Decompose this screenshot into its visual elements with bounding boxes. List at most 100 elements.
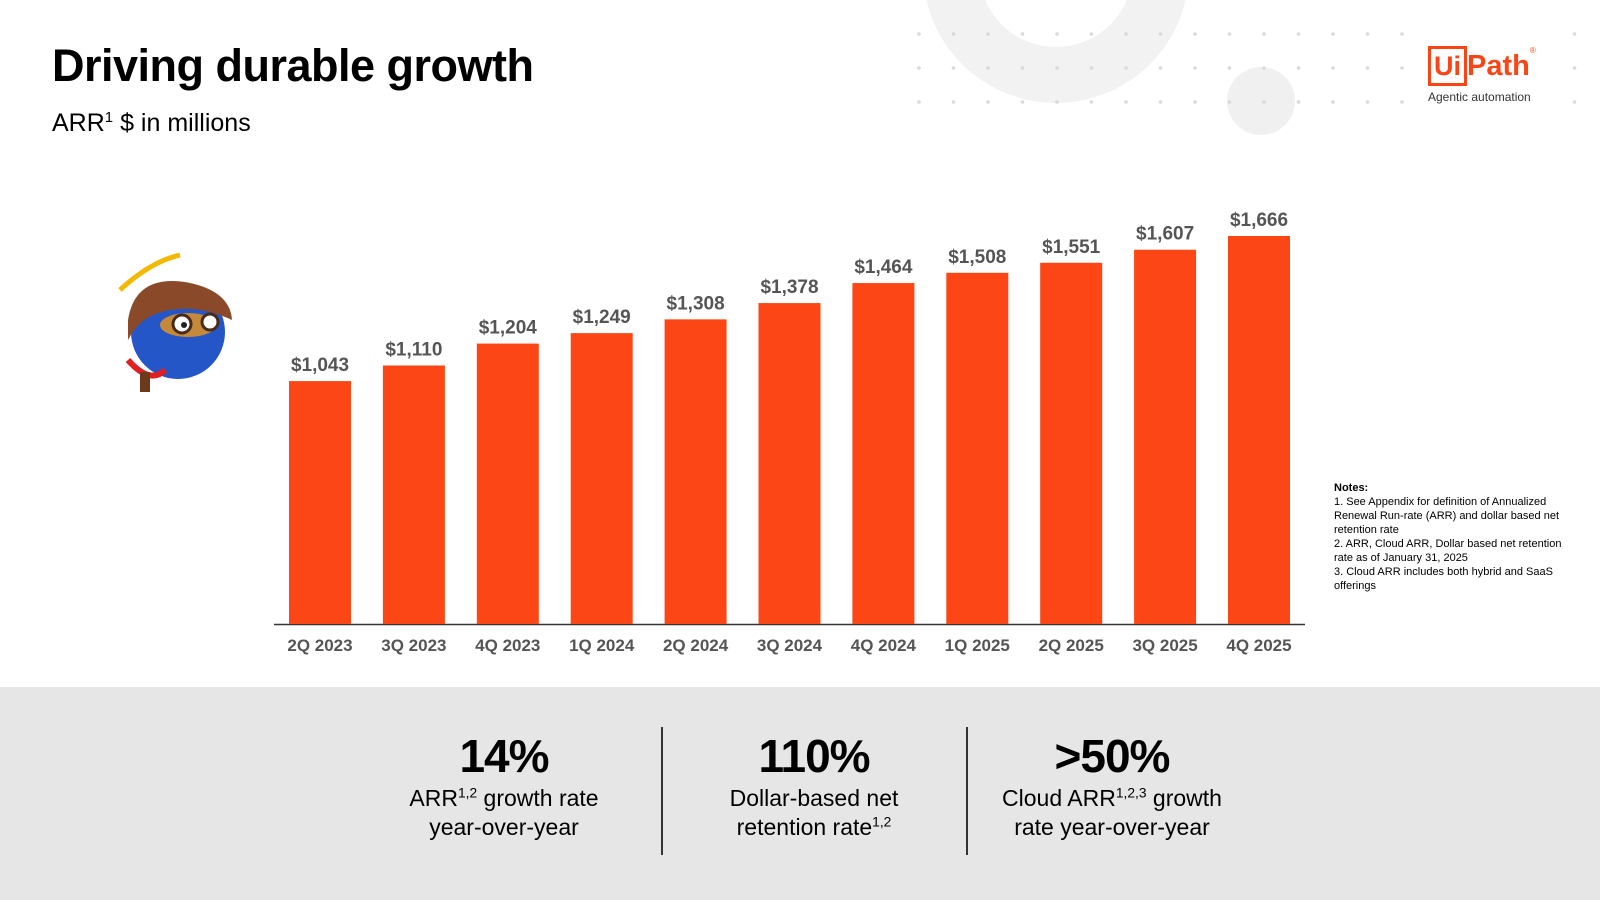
dot xyxy=(1227,66,1232,70)
dot xyxy=(1572,100,1577,104)
x-tick-label: 3Q 2025 xyxy=(1132,636,1197,655)
dot xyxy=(1020,66,1025,70)
dot xyxy=(1227,32,1232,36)
dot xyxy=(986,100,990,104)
stats-band xyxy=(0,687,1600,900)
chart: $1,043 2Q 2023 $1,110 3Q 2023 $1,204 4Q 2023 $… xyxy=(274,210,1305,655)
title: Driving durable growth xyxy=(52,40,534,91)
dot xyxy=(1055,66,1059,70)
bar xyxy=(758,303,821,624)
stat-label: ARR1,2 growth rate year-over-year xyxy=(387,784,622,842)
logo-mark: ® xyxy=(1529,46,1536,55)
logo: Ui Path® Agentic automation xyxy=(1428,46,1536,104)
dot xyxy=(917,100,921,104)
stat-label-text: Cloud ARR xyxy=(1002,785,1116,811)
dot xyxy=(1262,32,1266,36)
logo-box: Ui xyxy=(1428,46,1467,86)
dot xyxy=(1572,32,1577,36)
value-label: $1,607 xyxy=(1136,224,1194,245)
dot xyxy=(1158,100,1163,104)
dot xyxy=(986,32,990,36)
dot xyxy=(1124,66,1128,70)
dot xyxy=(986,66,990,70)
x-tick-label: 1Q 2024 xyxy=(569,636,635,655)
dot xyxy=(1193,100,1197,104)
logo-text: Path xyxy=(1467,50,1530,82)
dot xyxy=(1365,66,1370,70)
x-tick-label: 3Q 2024 xyxy=(757,636,823,655)
bar xyxy=(1040,262,1103,624)
note-item: 3. Cloud ARR includes both hybrid and Sa… xyxy=(1334,566,1553,592)
dot xyxy=(1089,100,1094,104)
value-label: $1,249 xyxy=(573,307,631,328)
dot xyxy=(951,100,956,104)
dot xyxy=(1400,100,1404,104)
dot xyxy=(951,66,956,70)
stat: >50% Cloud ARR1,2,3 growth rate year-over… xyxy=(982,728,1242,842)
note-item: 2. ARR, Cloud ARR, Dollar based net rete… xyxy=(1334,538,1562,564)
divider xyxy=(661,727,663,855)
dot xyxy=(1365,100,1370,104)
stat-label-text: growth rate year-over-year xyxy=(1014,785,1222,840)
dot xyxy=(1158,66,1163,70)
x-tick-label: 4Q 2025 xyxy=(1226,636,1291,655)
x-tick-label: 3Q 2023 xyxy=(381,636,446,655)
value-label: $1,043 xyxy=(291,355,349,376)
dot xyxy=(1124,32,1128,36)
stat-value: >50% xyxy=(1054,730,1171,782)
dot xyxy=(1262,100,1266,104)
superscript: 1 xyxy=(104,109,114,126)
value-label: $1,308 xyxy=(667,293,725,314)
dot xyxy=(1089,32,1094,36)
dot xyxy=(1055,100,1059,104)
value-label: $1,204 xyxy=(479,318,538,339)
stat-label: Dollar-based net retention rate1,2 xyxy=(697,784,932,842)
notes-title: Notes: xyxy=(1334,482,1369,494)
dot xyxy=(1400,32,1404,36)
dot xyxy=(1365,32,1370,36)
superscript: 1,2 xyxy=(872,814,892,830)
stat-label-text: ARR xyxy=(409,785,458,811)
dot xyxy=(1227,100,1232,104)
value-label: $1,378 xyxy=(760,277,818,298)
superscript: 1,2 xyxy=(457,785,478,801)
subtitle-text: $ in millions xyxy=(113,109,251,137)
value-label: $1,110 xyxy=(385,339,442,360)
superscript: 1,2,3 xyxy=(1115,785,1147,801)
stat-label-text: growth rate year-over-year xyxy=(429,785,599,840)
stat: 14% ARR1,2 growth rate year-over-year xyxy=(374,728,634,842)
bar xyxy=(570,333,633,624)
bar xyxy=(852,283,915,624)
x-tick-label: 1Q 2025 xyxy=(945,636,1010,655)
dot xyxy=(1089,66,1094,70)
dot xyxy=(1331,32,1335,36)
dot xyxy=(1193,32,1197,36)
x-tick-label: 4Q 2024 xyxy=(851,636,917,655)
dot xyxy=(1262,66,1266,70)
note-item: 1. See Appendix for definition of Annual… xyxy=(1334,496,1560,536)
dot xyxy=(1296,66,1301,70)
dot xyxy=(1572,66,1577,70)
bar xyxy=(289,381,351,624)
dot xyxy=(917,32,921,36)
dot xyxy=(1055,32,1059,36)
dot xyxy=(1020,32,1025,36)
subtitle: ARR1 $ in millions xyxy=(52,109,251,138)
dot xyxy=(1158,32,1163,36)
subtitle-text: ARR xyxy=(52,109,105,137)
bar xyxy=(476,343,539,624)
bar xyxy=(1228,236,1290,624)
divider xyxy=(966,727,968,855)
dot xyxy=(951,32,956,36)
bar xyxy=(382,365,445,624)
dot xyxy=(1020,100,1025,104)
dot xyxy=(917,66,921,70)
logo-tagline: Agentic automation xyxy=(1428,90,1531,104)
value-label: $1,508 xyxy=(948,247,1006,268)
x-tick-label: 4Q 2023 xyxy=(475,636,540,655)
stat-value: 14% xyxy=(459,730,549,782)
x-tick-label: 2Q 2023 xyxy=(287,636,352,655)
dot xyxy=(1296,32,1301,36)
x-tick-label: 2Q 2024 xyxy=(663,636,729,655)
